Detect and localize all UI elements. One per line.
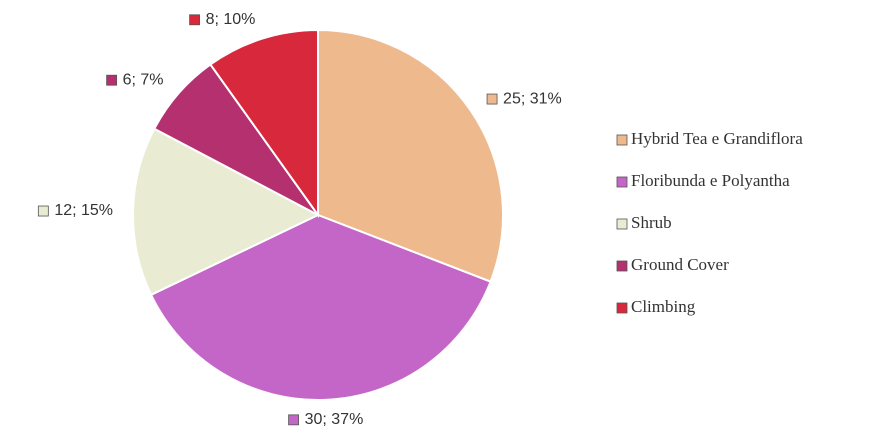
- legend-swatch: [617, 135, 627, 145]
- data-label: 25; 31%: [503, 90, 562, 107]
- data-label: 30; 37%: [305, 411, 364, 428]
- data-label: 12; 15%: [54, 202, 113, 219]
- chart: 25; 31% 30; 37% 12; 15% 6; 7% 8; 10% Hybrid T…: [0, 0, 873, 440]
- label-swatch: [190, 15, 200, 25]
- legend-label: Ground Cover: [631, 255, 729, 274]
- label-swatch: [38, 206, 48, 216]
- legend-label: Hybrid Tea e Grandiflora: [631, 129, 803, 148]
- legend-label: Floribunda e Polyantha: [631, 171, 790, 190]
- legend-swatch: [617, 261, 627, 271]
- legend-label: Shrub: [631, 213, 672, 232]
- label-swatch: [107, 75, 117, 85]
- data-label: 6; 7%: [123, 71, 164, 88]
- page: 25; 31% 30; 37% 12; 15% 6; 7% 8; 10% Hybrid T…: [0, 0, 873, 440]
- legend-swatch: [617, 303, 627, 313]
- legend-label: Climbing: [631, 297, 696, 316]
- legend-swatch: [617, 219, 627, 229]
- data-label: 8; 10%: [206, 11, 256, 28]
- legend-swatch: [617, 177, 627, 187]
- label-swatch: [487, 94, 497, 104]
- label-swatch: [289, 415, 299, 425]
